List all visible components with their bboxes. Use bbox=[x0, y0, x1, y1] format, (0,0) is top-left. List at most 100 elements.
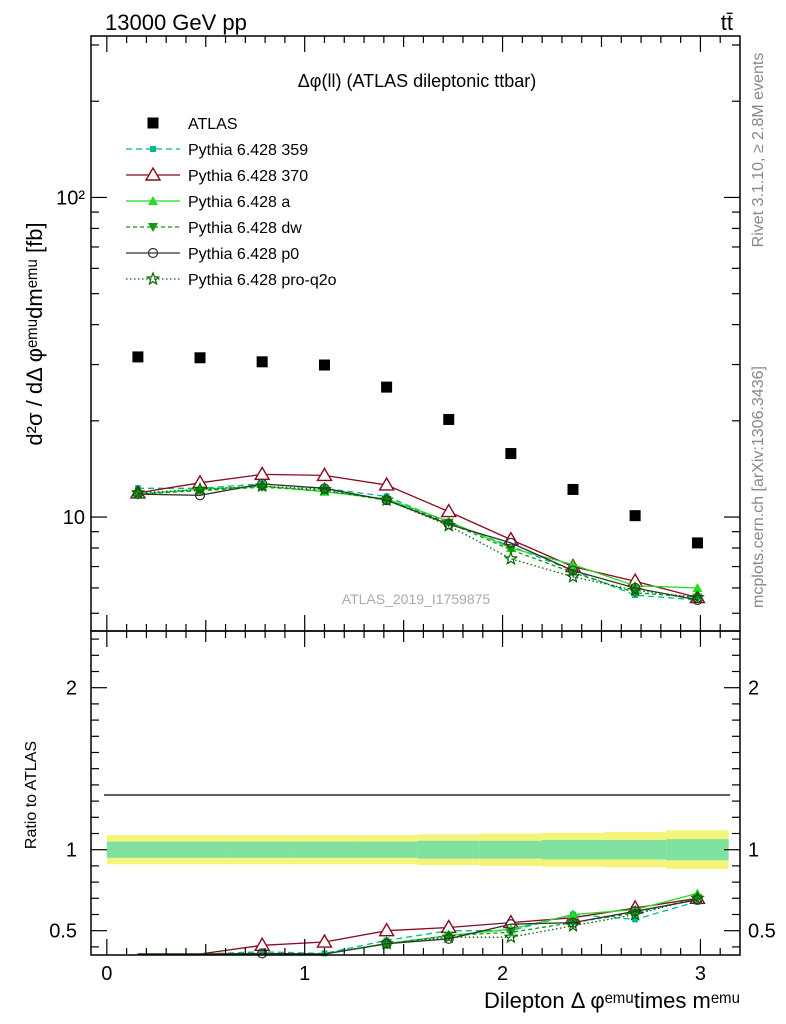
main-point-pp0-9 bbox=[692, 594, 703, 606]
legend-label-p370: Pythia 6.428 370 bbox=[188, 168, 308, 185]
main-point-p370-3 bbox=[316, 467, 333, 482]
main-point-pa-9 bbox=[692, 582, 703, 592]
main-point-p370-2 bbox=[253, 465, 271, 481]
main-point-pq2o-8 bbox=[627, 582, 643, 597]
ratio-point-pq2o-8 bbox=[627, 906, 643, 921]
main-panel: Δφ(ll) (ATLAS dileptonic ttbar) ATLAS_20… bbox=[22, 35, 741, 632]
ratio-band-inner-0 bbox=[106, 841, 169, 858]
x-tick-label: 3 bbox=[695, 963, 706, 985]
main-series-atlas bbox=[132, 351, 703, 549]
main-point-pq2o-0 bbox=[130, 485, 146, 500]
main-line-pa bbox=[137, 485, 698, 589]
main-series-p370 bbox=[129, 465, 706, 604]
legend-marker-p359 bbox=[150, 146, 156, 152]
ratio-y-tick-label-left: 2 bbox=[66, 678, 77, 700]
main-series-p359 bbox=[134, 480, 701, 604]
ratio-series-p359 bbox=[137, 898, 701, 957]
main-line-pdw bbox=[137, 486, 698, 599]
main-y-axis-label: d²σ / dΔ φᵉᵐᵘdmᵉᵐᵘ [fb] bbox=[22, 222, 47, 445]
legend-label-pa: Pythia 6.428 a bbox=[188, 194, 290, 211]
ratio-point-p370-4 bbox=[378, 922, 395, 937]
legend-marker-pp0 bbox=[147, 247, 159, 259]
watermark: ATLAS_2019_I1759875 bbox=[342, 591, 491, 607]
process-label: tt̄ bbox=[721, 10, 733, 35]
ratio-line-pq2o bbox=[137, 897, 698, 955]
legend: ATLAS Pythia 6.428 359 Pythia 6.428 370 Pyt… bbox=[126, 116, 337, 289]
ratio-line-p370 bbox=[137, 897, 698, 955]
main-point-pdw-2 bbox=[257, 483, 268, 493]
legend-marker-pa bbox=[148, 196, 158, 205]
main-point-p370-5 bbox=[440, 503, 457, 518]
energy-label: 13000 GeV pp bbox=[105, 10, 247, 35]
ratio-y-tick-label-right: 2 bbox=[748, 678, 759, 700]
main-point-pq2o-1 bbox=[192, 481, 208, 496]
main-point-pq2o-3 bbox=[317, 481, 332, 496]
ratio-series-pp0 bbox=[137, 894, 703, 959]
x-tick-label: 2 bbox=[497, 963, 508, 985]
ratio-band-inner-3 bbox=[293, 841, 356, 858]
ratio-band-inner-6 bbox=[479, 840, 542, 859]
rivet-label: Rivet 3.1.10, ≥ 2.8M events bbox=[750, 53, 767, 248]
main-point-atlas-9 bbox=[691, 537, 703, 549]
ratio-point-pa-7 bbox=[568, 909, 579, 919]
ratio-y-axis-label: Ratio to ATLAS bbox=[23, 741, 40, 849]
main-point-p370-4 bbox=[378, 476, 395, 491]
legend-marker-pdw bbox=[148, 223, 158, 232]
ratio-point-pp0-7 bbox=[567, 917, 579, 928]
ratio-band-inner-2 bbox=[231, 841, 294, 858]
main-point-atlas-0 bbox=[132, 351, 144, 363]
ratio-point-pq2o-7 bbox=[565, 918, 581, 933]
ratio-point-p359-8 bbox=[632, 916, 639, 923]
main-point-pq2o-2 bbox=[254, 478, 270, 493]
ratio-panel: 0.5 0.5 1 1 2 2 0 1 2 3 Ratio to ATLAS Dilepton Δ… bbox=[23, 630, 776, 1013]
main-point-pp0-6 bbox=[505, 537, 516, 549]
legend-marker-p370 bbox=[144, 166, 162, 181]
main-point-pp0-7 bbox=[567, 565, 579, 576]
main-point-atlas-7 bbox=[567, 483, 579, 495]
main-point-atlas-5 bbox=[443, 413, 455, 425]
legend-label-atlas: ATLAS bbox=[188, 116, 238, 133]
main-point-pdw-6 bbox=[505, 545, 516, 555]
ratio-y-tick-label-right: 1 bbox=[748, 840, 759, 862]
ratio-band-inner-4 bbox=[355, 841, 418, 858]
legend-marker-pq2o bbox=[145, 271, 161, 286]
ratio-series-pdw bbox=[137, 894, 703, 955]
legend-label-pdw: Pythia 6.428 dw bbox=[188, 220, 302, 237]
ratio-series-pq2o bbox=[137, 890, 705, 955]
x-tick-label: 0 bbox=[101, 963, 112, 985]
ratio-band-inner-5 bbox=[417, 840, 480, 859]
main-line-p370 bbox=[137, 473, 698, 599]
main-title: Δφ(ll) (ATLAS dileptonic ttbar) bbox=[298, 71, 536, 91]
ratio-band-inner-7 bbox=[541, 839, 605, 860]
main-point-pp0-0 bbox=[132, 488, 143, 500]
ratio-point-pp0-8 bbox=[630, 906, 641, 917]
ratio-point-pq2o-6 bbox=[503, 929, 519, 944]
main-series-pdw bbox=[132, 483, 703, 603]
ratio-point-pq2o-5 bbox=[441, 929, 456, 944]
ratio-band-inner-9 bbox=[666, 839, 729, 861]
main-point-atlas-6 bbox=[505, 448, 517, 460]
legend-label-p359: Pythia 6.428 359 bbox=[188, 142, 308, 159]
ratio-point-pq2o-9 bbox=[690, 890, 705, 905]
ratio-line-pdw bbox=[137, 897, 698, 955]
main-point-pq2o-4 bbox=[379, 492, 394, 507]
ratio-y-tick-label-left: 1 bbox=[66, 840, 77, 862]
main-point-atlas-8 bbox=[629, 510, 641, 522]
main-point-pq2o-5 bbox=[441, 517, 456, 532]
legend-label-pq2o: Pythia 6.428 pro-q2o bbox=[188, 272, 337, 289]
ratio-point-p370-3 bbox=[316, 933, 333, 948]
ratio-y-tick-label-right: 0.5 bbox=[748, 921, 776, 943]
ratio-point-pdw-5 bbox=[443, 931, 454, 941]
main-line-pq2o bbox=[137, 485, 698, 599]
ratio-point-pp0-5 bbox=[443, 933, 454, 944]
ratio-y-tick-label-left: 0.5 bbox=[49, 921, 77, 943]
ratio-point-p359-2 bbox=[259, 948, 266, 955]
ratio-series-pa bbox=[137, 888, 703, 955]
main-line-pp0 bbox=[137, 483, 698, 601]
main-y-tick-label: 10 bbox=[63, 507, 85, 529]
main-point-atlas-3 bbox=[318, 359, 330, 371]
main-point-atlas-4 bbox=[381, 381, 393, 393]
main-series-pq2o bbox=[130, 478, 705, 604]
ratio-point-pq2o-4 bbox=[379, 936, 394, 950]
